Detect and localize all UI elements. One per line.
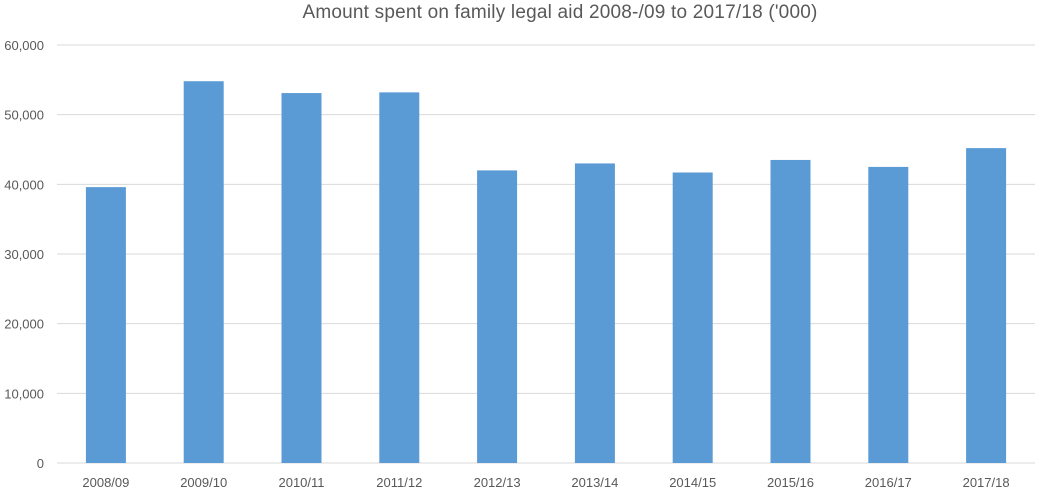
y-tick-label: 40,000 — [4, 177, 44, 192]
y-axis-tick-labels: 0 10,000 20,000 30,000 40,000 50,000 60,000 — [4, 38, 44, 471]
y-tick-label: 20,000 — [4, 317, 44, 332]
x-tick-label: 2014/15 — [669, 475, 716, 490]
x-axis-tick-labels: 2008/09 2009/10 2010/11 2011/12 2012/13 2013/… — [82, 475, 1009, 490]
bar-2009-10 — [183, 81, 224, 463]
x-tick-label: 2016/17 — [865, 475, 912, 490]
y-tick-label: 30,000 — [4, 247, 44, 262]
x-tick-label: 2013/14 — [571, 475, 618, 490]
y-tick-label: 60,000 — [4, 38, 44, 53]
x-tick-label: 2012/13 — [474, 475, 521, 490]
bar-2008-09 — [85, 187, 126, 463]
x-tick-label: 2009/10 — [180, 475, 227, 490]
bar-2016-17 — [868, 166, 909, 463]
y-tick-label: 50,000 — [4, 108, 44, 123]
bar-2010-11 — [281, 93, 322, 463]
x-tick-label: 2015/16 — [767, 475, 814, 490]
bar-2012-13 — [477, 170, 518, 463]
bar-2011-12 — [379, 92, 420, 463]
bar-2017-18 — [966, 148, 1007, 463]
bars — [85, 81, 1007, 464]
x-tick-label: 2017/18 — [963, 475, 1010, 490]
x-tick-label: 2008/09 — [82, 475, 129, 490]
chart-title: Amount spent on family legal aid 2008-/0… — [302, 2, 818, 23]
y-tick-label: 0 — [37, 456, 44, 471]
x-tick-label: 2011/12 — [376, 475, 422, 490]
bar-2014-15 — [672, 172, 713, 464]
bar-2013-14 — [574, 163, 615, 463]
bar-2015-16 — [770, 159, 811, 463]
y-tick-label: 10,000 — [4, 386, 44, 401]
x-tick-label: 2010/11 — [278, 475, 324, 490]
